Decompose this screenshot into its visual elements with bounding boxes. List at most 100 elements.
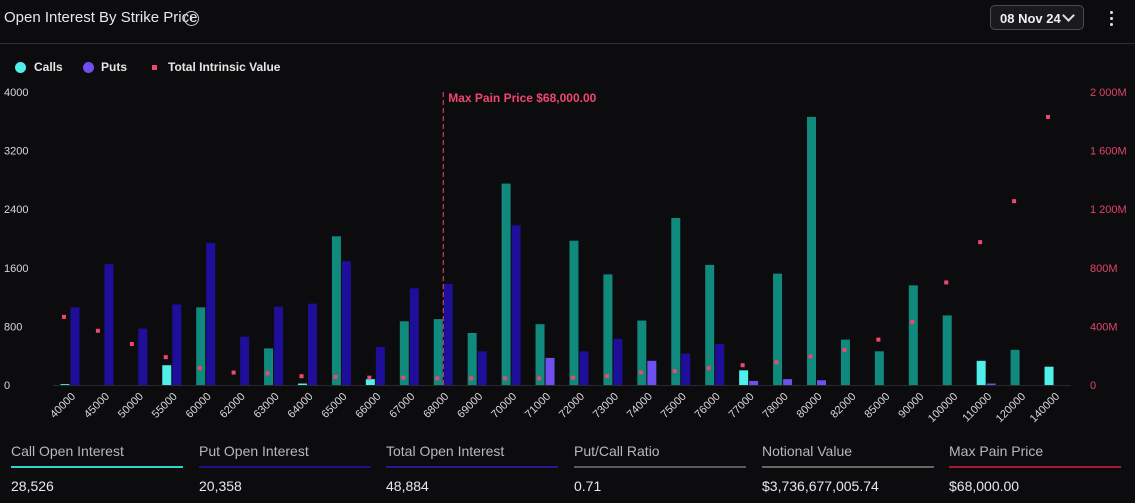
- calls-bar: [942, 315, 952, 385]
- intrinsic-value-point: [978, 240, 983, 245]
- stat-value: $68,000.00: [949, 478, 1020, 494]
- stat-put-call-ratio: Put/Call Ratio 0.71: [574, 443, 746, 494]
- puts-bar: [443, 283, 453, 385]
- intrinsic-value-point: [604, 374, 609, 379]
- x-tick-label: 70000: [489, 391, 519, 421]
- calls-bar: [671, 217, 681, 385]
- x-tick-label: 77000: [727, 391, 757, 421]
- puts-bar: [172, 304, 182, 385]
- x-tick-label: 76000: [693, 391, 723, 421]
- calls-bar: [840, 339, 850, 385]
- intrinsic-value-point: [367, 375, 372, 380]
- intrinsic-value-point: [706, 366, 711, 371]
- puts-bar: [308, 303, 317, 385]
- puts-bar: [545, 357, 555, 385]
- x-tick-label: 64000: [286, 391, 316, 421]
- puts-legend-label: Puts: [101, 60, 128, 74]
- calls-bar: [637, 320, 647, 385]
- intrinsic-value-point: [774, 360, 779, 365]
- stat-underline: [386, 466, 558, 468]
- calls-legend-label: Calls: [34, 60, 63, 74]
- intrinsic-value-point: [944, 280, 949, 285]
- x-tick-label: 140000: [1028, 391, 1062, 425]
- x-tick-label: 55000: [150, 391, 180, 421]
- intrinsic-legend-marker: [152, 65, 157, 70]
- puts-bar: [409, 288, 419, 385]
- stat-value: 0.71: [574, 478, 602, 494]
- calls-bar: [535, 324, 545, 385]
- calls-bar: [976, 360, 986, 385]
- expiry-date-select[interactable]: 08 Nov 24: [990, 5, 1084, 30]
- stat-value: 20,358: [199, 478, 242, 494]
- x-tick-label: 68000: [421, 391, 451, 421]
- x-tick-label: 50000: [116, 391, 146, 421]
- x-tick-label: 120000: [994, 391, 1028, 425]
- intrinsic-value-point: [299, 374, 304, 379]
- calls-bar: [1044, 366, 1054, 385]
- intrinsic-value-point: [95, 328, 100, 333]
- chart-header: Open Interest By Strike Price i 08 Nov 2…: [0, 0, 1135, 44]
- stat-label: Notional Value: [762, 443, 853, 459]
- summary-stats: Call Open Interest 28,526 Put Open Inter…: [0, 443, 1135, 503]
- y-left-tick-label: 0: [4, 380, 10, 392]
- x-tick-label: 40000: [48, 391, 78, 421]
- stat-underline: [762, 466, 934, 468]
- stat-underline: [574, 466, 746, 468]
- puts-bar: [783, 379, 793, 385]
- x-tick-label: 90000: [896, 391, 926, 421]
- stat-notional-value: Notional Value $3,736,677,005.74: [762, 443, 934, 494]
- intrinsic-value-point: [503, 376, 508, 381]
- stat-max-pain-price: Max Pain Price $68,000.00: [949, 443, 1121, 494]
- y-left-tick-label: 800: [4, 321, 22, 333]
- puts-bar: [749, 380, 759, 385]
- x-tick-label: 67000: [387, 391, 417, 421]
- chart-title: Open Interest By Strike Price: [4, 9, 198, 26]
- stat-underline: [949, 466, 1121, 468]
- intrinsic-value-point: [808, 354, 813, 359]
- stat-put-open-interest: Put Open Interest 20,358: [199, 443, 371, 494]
- more-vertical-icon[interactable]: [1104, 8, 1120, 28]
- x-tick-label: 85000: [862, 391, 892, 421]
- puts-bar: [986, 383, 996, 385]
- chevron-down-icon: [1062, 9, 1075, 22]
- y-right-tick-label: 1 600M: [1090, 146, 1127, 158]
- x-tick-label: 63000: [252, 391, 282, 421]
- puts-legend-marker: [83, 62, 94, 73]
- calls-bar: [739, 370, 749, 385]
- y-left-tick-label: 4000: [4, 87, 28, 99]
- calls-bar: [467, 332, 477, 385]
- x-tick-label: 66000: [353, 391, 383, 421]
- y-right-tick-label: 0: [1090, 380, 1096, 392]
- intrinsic-value-point: [265, 371, 270, 376]
- intrinsic-value-point: [740, 363, 745, 368]
- intrinsic-value-point: [570, 375, 575, 380]
- stat-underline: [199, 466, 371, 468]
- calls-bar: [874, 351, 884, 385]
- intrinsic-value-point: [842, 347, 847, 352]
- y-left-tick-label: 2400: [4, 204, 28, 216]
- x-tick-label: 80000: [795, 391, 825, 421]
- puts-bar: [579, 351, 589, 385]
- max-pain-label: Max Pain Price $68,000.00: [448, 91, 596, 105]
- puts-bar: [138, 328, 148, 385]
- intrinsic-value-point: [129, 341, 134, 346]
- calls-bar: [433, 319, 443, 385]
- x-tick-label: 82000: [828, 391, 858, 421]
- calls-bar: [162, 365, 172, 385]
- info-circle-icon[interactable]: i: [184, 11, 199, 26]
- puts-bar: [341, 261, 351, 385]
- expiry-date-value: 08 Nov 24: [1000, 11, 1061, 26]
- calls-bar: [773, 273, 783, 385]
- intrinsic-legend-label: Total Intrinsic Value: [168, 60, 281, 74]
- intrinsic-value-point: [469, 376, 474, 381]
- intrinsic-value-point: [1046, 114, 1051, 119]
- x-tick-label: 71000: [523, 391, 553, 421]
- calls-legend-marker: [15, 62, 26, 73]
- x-tick-label: 69000: [455, 391, 485, 421]
- puts-bar: [477, 351, 487, 385]
- calls-bar: [399, 321, 409, 385]
- x-tick-label: 62000: [218, 391, 248, 421]
- calls-bar: [298, 383, 307, 385]
- y-left-tick-label: 1600: [4, 263, 28, 275]
- calls-bar: [705, 264, 715, 385]
